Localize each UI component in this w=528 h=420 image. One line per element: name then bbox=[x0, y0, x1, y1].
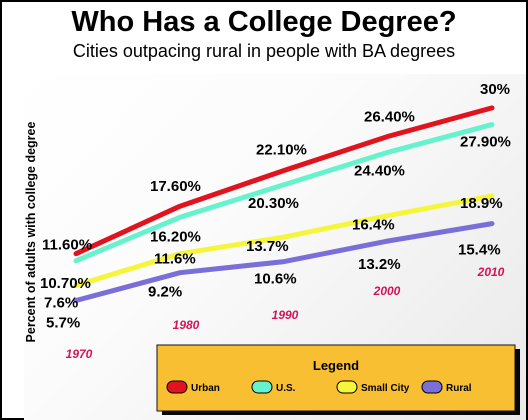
data-label-u-s-2010: 27.90% bbox=[460, 134, 511, 151]
legend-entries: Urban U.S. Small City Rural bbox=[166, 380, 472, 394]
data-label-urban-1990: 22.10% bbox=[256, 142, 307, 159]
series-line-rural bbox=[73, 221, 495, 303]
legend-entry-rural: Rural bbox=[421, 380, 472, 394]
data-label-u-s-1990: 20.30% bbox=[248, 195, 299, 212]
legend-entry-urban: Urban bbox=[166, 380, 220, 394]
data-label-rural-1970: 5.7% bbox=[46, 315, 80, 332]
data-label-rural-2010: 15.4% bbox=[458, 242, 501, 259]
legend-swatch-small-city bbox=[336, 380, 358, 394]
legend-title: Legend bbox=[313, 358, 359, 373]
data-labels: 11.60% 17.60% 22.10% 26.40% 30% 10.70% 16.20% 2… bbox=[40, 81, 511, 332]
chart-title: Who Has a College Degree? bbox=[71, 6, 456, 38]
series-line-u-s bbox=[73, 122, 495, 264]
year-label-2000: 2000 bbox=[373, 284, 401, 298]
chart-subtitle: Cities outpacing rural in people with BA… bbox=[73, 41, 455, 61]
y-axis-label: Percent of adults with college degree bbox=[24, 122, 38, 343]
data-label-small-city-1980: 11.6% bbox=[154, 251, 196, 268]
series-lines bbox=[73, 105, 495, 303]
year-label-1990: 1990 bbox=[272, 308, 299, 322]
year-label-1970: 1970 bbox=[66, 347, 93, 361]
data-label-u-s-1970: 10.70% bbox=[40, 275, 91, 292]
legend-entry-u-s: U.S. bbox=[251, 380, 296, 394]
data-label-urban-1980: 17.60% bbox=[150, 178, 201, 195]
legend-entry-small-city: Small City bbox=[336, 380, 410, 394]
legend-label-urban: Urban bbox=[191, 383, 220, 394]
data-label-small-city-1990: 13.7% bbox=[246, 238, 289, 255]
data-label-u-s-1980: 16.20% bbox=[150, 228, 201, 245]
data-label-rural-2000: 13.2% bbox=[358, 256, 401, 273]
data-label-urban-1970: 11.60% bbox=[42, 237, 92, 254]
legend-swatch-u-s bbox=[251, 380, 273, 394]
data-label-small-city-1970: 7.6% bbox=[44, 294, 78, 311]
data-label-rural-1990: 10.6% bbox=[254, 271, 297, 288]
legend-swatch-rural bbox=[421, 380, 443, 394]
year-label-1980: 1980 bbox=[173, 318, 200, 332]
data-label-small-city-2010: 18.9% bbox=[460, 195, 503, 212]
series-line-urban bbox=[73, 105, 495, 257]
legend-box bbox=[156, 344, 516, 412]
series-line-small-city bbox=[73, 193, 495, 288]
legend-swatch-urban bbox=[166, 380, 188, 394]
data-label-urban-2000: 26.40% bbox=[364, 108, 415, 125]
legend-label-small-city: Small City bbox=[361, 383, 410, 394]
year-label-2010: 2010 bbox=[477, 265, 505, 279]
legend-label-u-s: U.S. bbox=[276, 383, 296, 394]
data-label-rural-1980: 9.2% bbox=[148, 284, 182, 301]
data-label-urban-2010: 30% bbox=[480, 81, 510, 98]
legend-label-rural: Rural bbox=[446, 383, 472, 394]
data-label-u-s-2000: 24.40% bbox=[354, 162, 405, 179]
legend: Legend Urban U.S. Small City Rural bbox=[156, 344, 520, 415]
year-labels: 1970 1980 1990 2000 2010 bbox=[66, 265, 505, 361]
data-label-small-city-2000: 16.4% bbox=[352, 217, 395, 234]
